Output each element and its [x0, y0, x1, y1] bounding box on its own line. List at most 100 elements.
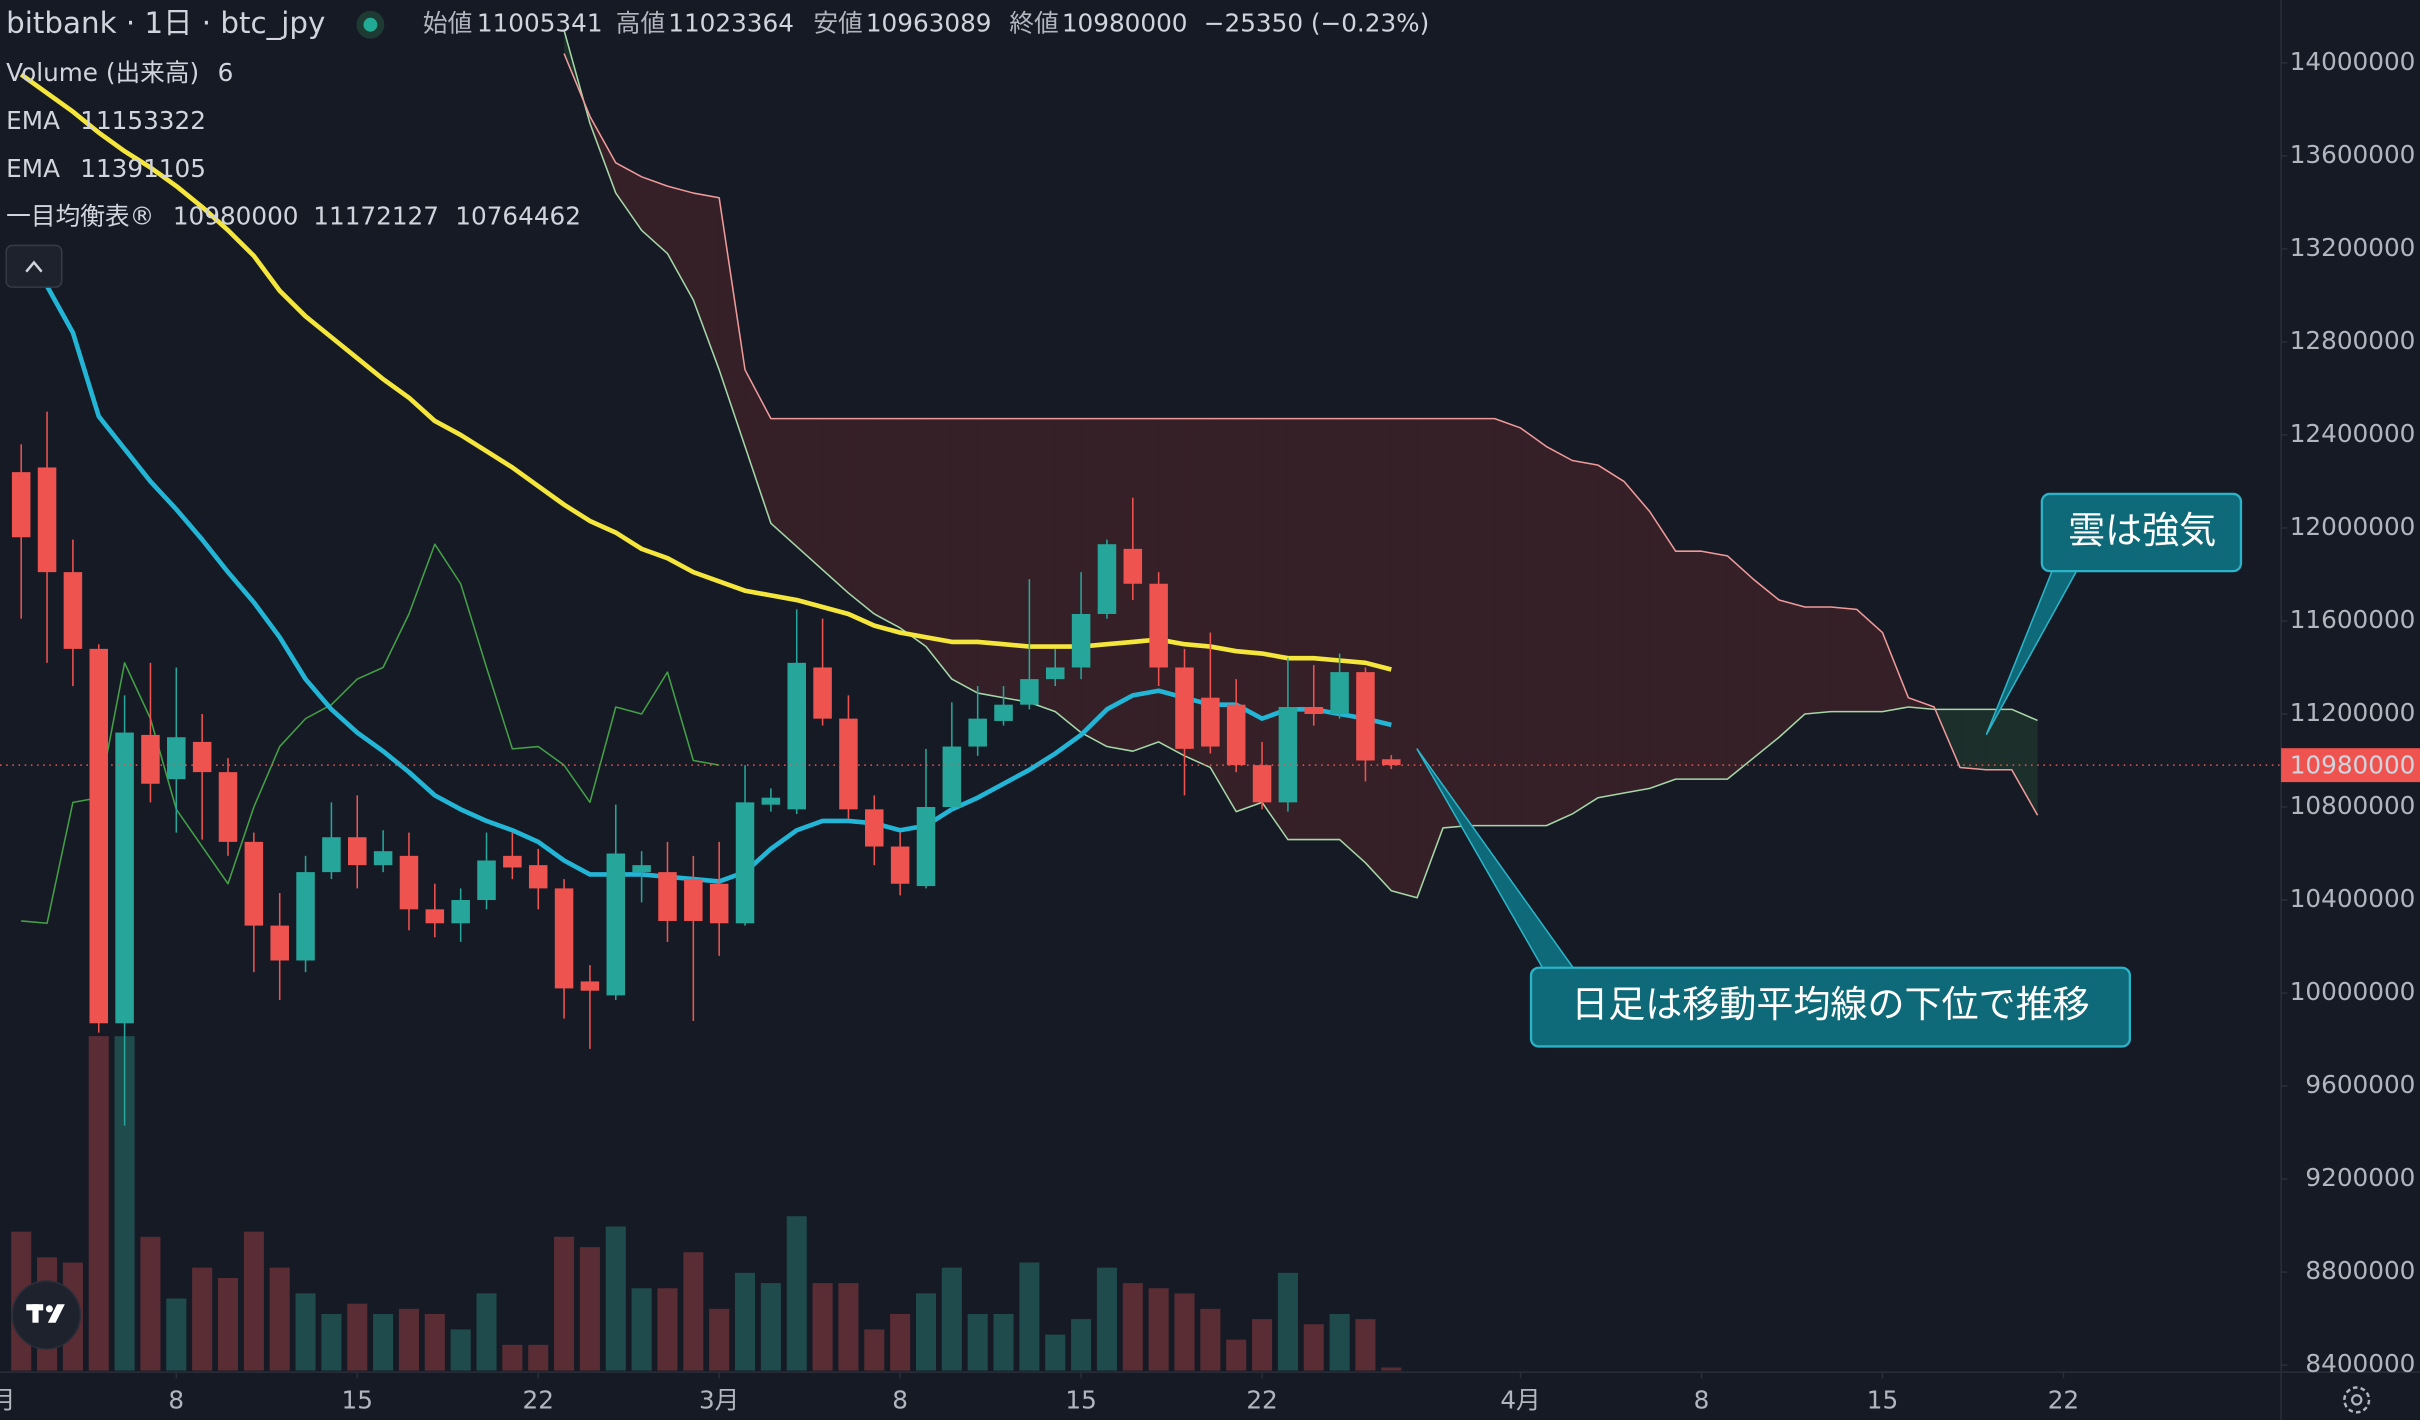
legend-span-a-value: 11172127: [313, 202, 439, 231]
settings-button[interactable]: [2343, 1386, 2371, 1414]
volume-bar: [1200, 1308, 1221, 1371]
candle-body: [37, 467, 57, 573]
status-dot: [363, 17, 378, 32]
cloud-fill: [1830, 607, 1857, 712]
collapse-icon: [25, 260, 43, 273]
settings-gear[interactable]: [2343, 1386, 2371, 1414]
cloud-fill: [1313, 418, 1340, 840]
cloud-fill: [770, 418, 797, 547]
cloud-fill: [667, 186, 694, 301]
volume-bar: [760, 1283, 781, 1371]
logo-shape: [47, 1304, 65, 1323]
candle-body: [296, 872, 315, 961]
x-tick-label: 22: [1246, 1385, 1277, 1414]
candle-body: [658, 872, 677, 921]
span-b-line: [563, 53, 2039, 816]
candle-body: [580, 981, 600, 991]
x-tick-label: 15: [1867, 1385, 1898, 1414]
cloud-fill: [1675, 551, 1702, 780]
candle-body: [451, 900, 470, 924]
volume-bar: [890, 1313, 911, 1371]
y-tick-label: 10800000: [2290, 791, 2416, 820]
collapse-button-box[interactable]: [5, 244, 63, 288]
volume-bar: [554, 1236, 575, 1371]
volume-bar: [295, 1293, 316, 1371]
cloud-fill: [745, 369, 771, 524]
logo[interactable]: [11, 1280, 82, 1350]
volume-bar: [864, 1329, 885, 1371]
logo-circle[interactable]: [11, 1280, 82, 1350]
candle-body: [1175, 667, 1194, 749]
cloud-fill: [1856, 609, 1883, 712]
span-a-line: [563, 30, 2038, 899]
cloud-fill: [925, 418, 952, 680]
candle-body: [141, 734, 160, 784]
legend-volume: Volume (出来高): [6, 58, 199, 87]
cloud-fill: [1960, 709, 1986, 770]
y-tick-label: 13200000: [2290, 233, 2416, 262]
volume-bar: [476, 1293, 497, 1371]
volume-bar: [1329, 1313, 1350, 1371]
cloud-fill: [1882, 632, 1909, 712]
candle-body: [63, 572, 83, 649]
collapse-button[interactable]: [5, 244, 63, 288]
y-tick-label: 8800000: [2305, 1256, 2415, 1285]
cloud-fill: [1546, 446, 1573, 826]
volume-bar: [993, 1313, 1014, 1371]
volume-bar: [140, 1236, 161, 1371]
y-tick-label: 12400000: [2290, 419, 2416, 448]
volume-bar: [683, 1252, 704, 1371]
y-tick-label: 12800000: [2290, 326, 2416, 355]
volume-bar: [166, 1298, 187, 1371]
candle-body: [399, 855, 419, 910]
legend-span-b-value: 10764462: [455, 202, 581, 231]
candle-body: [1020, 679, 1039, 705]
legend-ichimoku: 一目均衡表®: [6, 202, 154, 231]
cloud-fill: [1003, 418, 1030, 703]
ema-line: [19, 247, 1392, 884]
volume-bar: [528, 1344, 549, 1371]
volume-bar: [502, 1344, 523, 1371]
volume-bar: [967, 1313, 988, 1371]
cloud-fill: [977, 418, 1004, 698]
cloud-fill: [693, 193, 720, 370]
volume-bar: [321, 1313, 342, 1371]
candle-body: [1330, 672, 1349, 714]
candle-body: [373, 851, 393, 866]
volume-bar: [217, 1277, 239, 1371]
cloud-fill: [1468, 418, 1495, 826]
high-label: 高値: [616, 9, 665, 38]
cloud-fill: [1649, 511, 1676, 789]
cloud-fill: [641, 176, 668, 254]
cloud-fill: [848, 418, 875, 614]
last-price-label: 10980000: [2290, 751, 2416, 780]
high-value: 11023364: [668, 9, 794, 38]
volume-bar: [631, 1288, 652, 1371]
volume-bar: [1381, 1367, 1402, 1371]
symbol: bitbank · 1日 · btc_jpy: [6, 6, 325, 40]
volume-bar: [734, 1272, 756, 1371]
candle-body: [709, 883, 729, 924]
y-tick-label: 9600000: [2305, 1070, 2415, 1099]
candle-body: [89, 648, 109, 1024]
callout-box: [2040, 492, 2243, 573]
cloud-fill: [1339, 418, 1366, 863]
candle-body: [167, 737, 186, 780]
legend-ema-value: 11391105: [80, 154, 206, 183]
legend-ema: EMA: [6, 106, 60, 135]
open-label: 始値: [423, 9, 472, 38]
candle-body: [839, 718, 858, 810]
candle-body: [503, 855, 522, 868]
x-tick-label: 8: [892, 1385, 908, 1414]
candle-body: [11, 472, 31, 538]
cloud-fill: [1598, 465, 1624, 798]
volume-bar: [579, 1247, 600, 1371]
volume-bar: [1096, 1267, 1117, 1371]
y-tick-label: 11200000: [2290, 698, 2416, 727]
change: −25350 (−0.23%): [1204, 9, 1429, 38]
x-tick-label: 4月: [1500, 1385, 1540, 1414]
candle-body: [1252, 765, 1272, 803]
